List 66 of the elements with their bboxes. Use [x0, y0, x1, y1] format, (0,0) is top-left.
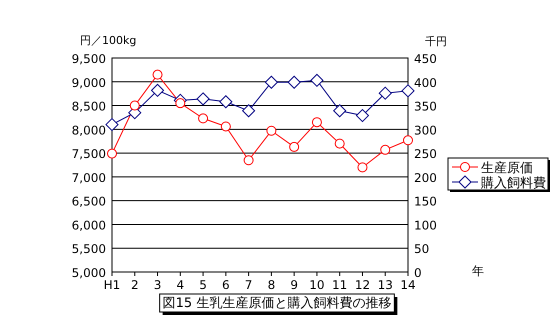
point [289, 142, 300, 152]
y-tick-label: 7,000 [72, 170, 106, 185]
x-tick-label: H1 [104, 278, 120, 292]
y2-tick-label: 150 [414, 194, 437, 209]
x-axis-title: 年 [472, 264, 484, 278]
text: 図15 生乳生産原価と購入飼料費の推移 [162, 295, 392, 311]
y2-tick-label: 350 [414, 100, 437, 114]
x-tick-label: 5 [199, 278, 207, 292]
point [220, 121, 231, 132]
point [378, 86, 392, 100]
point [357, 162, 368, 172]
x-tick-label: 12 [354, 278, 370, 292]
y-tick-label: 7,500 [72, 147, 106, 162]
point [198, 113, 208, 124]
point [219, 95, 232, 108]
point [356, 109, 369, 122]
point [266, 126, 276, 136]
x-tick-label: 11 [332, 278, 348, 292]
point [402, 84, 414, 98]
x-tick-label: 8 [268, 278, 276, 292]
y2-tick-label: 100 [414, 218, 437, 232]
y2-tick-label: 400 [414, 76, 437, 90]
point [310, 74, 324, 87]
y2-tick-label: 50 [414, 242, 430, 256]
y2-tick-label: 250 [414, 147, 437, 162]
y-tick-label: 5,000 [72, 266, 106, 280]
legend-label: 購入飼料費 [481, 176, 546, 191]
point [107, 148, 117, 159]
x-tick-label: 13 [378, 278, 393, 292]
y2-tick-label: 450 [414, 52, 437, 66]
point [264, 76, 278, 89]
y-tick-label: 6,000 [72, 218, 106, 232]
y-tick-label: 6,500 [72, 194, 106, 209]
y-tick-label: 9,000 [72, 76, 106, 90]
x-tick-label: 7 [244, 278, 252, 292]
y-tick-label: 5,500 [72, 242, 106, 256]
y-tick-label: 8,000 [72, 123, 106, 138]
point [244, 155, 254, 166]
point [242, 104, 256, 118]
point [152, 70, 163, 80]
y-axis-title: 円／100kg [80, 34, 136, 47]
y-tick-label: 8,500 [72, 100, 106, 114]
x-tick-label: 10 [309, 278, 325, 292]
y2-tick-label: 0 [414, 266, 422, 280]
point [288, 76, 301, 89]
x-tick-label: 3 [154, 278, 162, 292]
x-tick-label: 6 [222, 278, 230, 292]
y-tick-label: 9,500 [72, 52, 106, 66]
point [333, 104, 346, 118]
point [403, 135, 413, 146]
y2-axis-title: 千円 [425, 35, 447, 48]
legend-label: 生産原価 [481, 160, 533, 176]
point [175, 98, 186, 108]
x-tick-label: 14 [400, 278, 416, 292]
x-tick-label: 4 [176, 278, 184, 292]
point [106, 118, 118, 132]
point [151, 84, 164, 97]
x-tick-label: 9 [290, 278, 298, 292]
point [130, 100, 140, 111]
point [196, 92, 210, 106]
x-tick-label: 2 [130, 278, 139, 292]
y2-tick-label: 300 [414, 123, 437, 138]
y2-tick-label: 200 [414, 170, 437, 185]
point [312, 117, 322, 128]
point [380, 144, 390, 155]
point [334, 138, 345, 149]
